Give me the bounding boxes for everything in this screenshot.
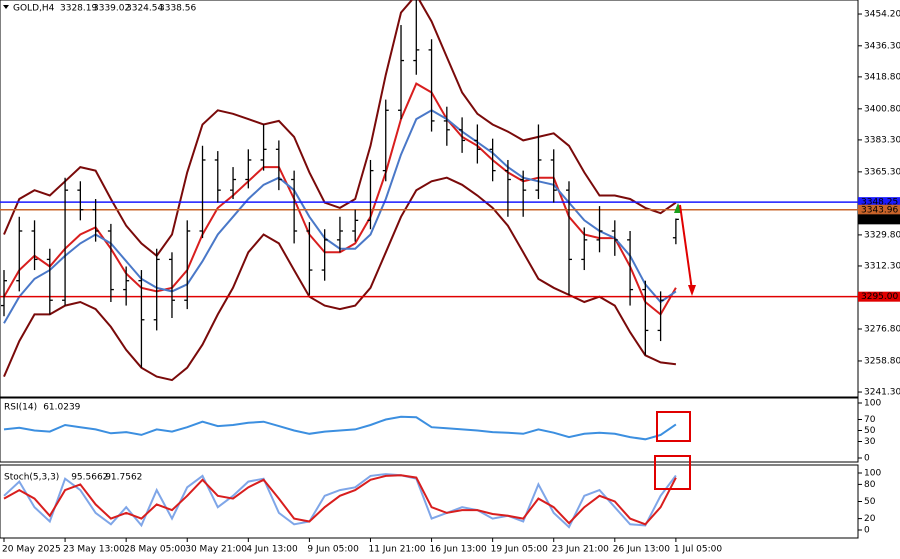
x-tick-label: 11 Jun 21:00 (368, 545, 425, 555)
rsi-panel (0, 397, 859, 463)
indicator-value: 95.5662 (71, 473, 108, 483)
y-tick-label: 100 (864, 399, 881, 409)
level-label: 3295.00 (861, 292, 898, 302)
y-tick-label: 30 (864, 437, 876, 447)
y-tick-label: 3400.80 (864, 104, 900, 114)
indicator-line (3, 473, 677, 529)
header-open: 3328.19 (60, 4, 97, 14)
target-arrow-head (688, 285, 696, 296)
x-tick-label: 16 Jun 13:00 (430, 545, 487, 555)
level-label-box (858, 197, 900, 208)
x-tick-label: 1 Jul 05:00 (674, 545, 723, 555)
x-tick-label: 4 Jun 13:00 (246, 545, 298, 555)
header-close: 3338.56 (159, 4, 196, 14)
chart-title: GOLD,H4 (13, 4, 55, 14)
x-tick-label: 28 May 05:00 (124, 545, 186, 555)
y-tick-label: 50 (864, 426, 876, 436)
x-tick-label: 9 Jun 05:00 (307, 545, 359, 555)
y-tick-label: 3436.30 (864, 41, 900, 51)
indicator-line (3, 415, 677, 441)
indicator-value: 91.7562 (105, 473, 142, 483)
indicator-value: 61.0239 (43, 403, 80, 413)
indicator-line (3, 474, 677, 526)
y-tick-label: 3276.80 (864, 324, 900, 334)
x-tick-label: 19 Jun 05:00 (491, 545, 548, 555)
y-tick-label: 0 (864, 454, 870, 464)
level-label-box (858, 291, 900, 302)
indicator-title: Stoch(5,3,3) (4, 473, 59, 483)
y-tick-label: 3241.30 (864, 388, 900, 398)
main-panel (0, 0, 859, 398)
price-label-box (858, 214, 900, 225)
y-tick-label: 0 (864, 526, 870, 536)
y-tick-label: 80 (864, 480, 876, 490)
y-tick-label: 50 (864, 497, 876, 507)
x-tick-label: 20 May 2025 (2, 545, 61, 555)
x-tick-label: 26 Jun 13:00 (613, 545, 670, 555)
header-high: 3339.02 (93, 4, 130, 14)
y-tick-label: 3454.20 (864, 10, 900, 20)
indicator-line (3, 82, 677, 316)
stoch-highlight (654, 455, 691, 490)
indicator-line (3, 176, 677, 382)
level-label: 3348.25 (861, 198, 898, 208)
x-tick-label: 23 Jun 21:00 (552, 545, 609, 555)
y-tick-label: 3365.30 (864, 167, 900, 177)
rsi-highlight (656, 411, 691, 442)
price-label: 3338.56 (861, 215, 898, 225)
header-arrow (3, 5, 9, 9)
y-tick-label: 3383.30 (864, 135, 900, 145)
header-low: 3324.54 (126, 4, 163, 14)
y-tick-label: 20 (864, 514, 876, 524)
indicator-title: RSI(14) (4, 403, 37, 413)
y-tick-label: 3329.80 (864, 230, 900, 240)
target-arrow-line (679, 204, 693, 291)
y-tick-label: 3312.30 (864, 261, 900, 271)
x-tick-label: 23 May 13:00 (63, 545, 125, 555)
x-tick-label: 30 May 21:00 (185, 545, 247, 555)
y-tick-label: 70 (864, 415, 876, 425)
y-tick-label: 100 (864, 469, 881, 479)
y-tick-label: 3418.80 (864, 72, 900, 82)
level-label-box (858, 204, 900, 215)
y-tick-label: 3258.80 (864, 356, 900, 366)
indicator-line (3, 0, 677, 258)
level-label: 3343.96 (861, 205, 898, 215)
